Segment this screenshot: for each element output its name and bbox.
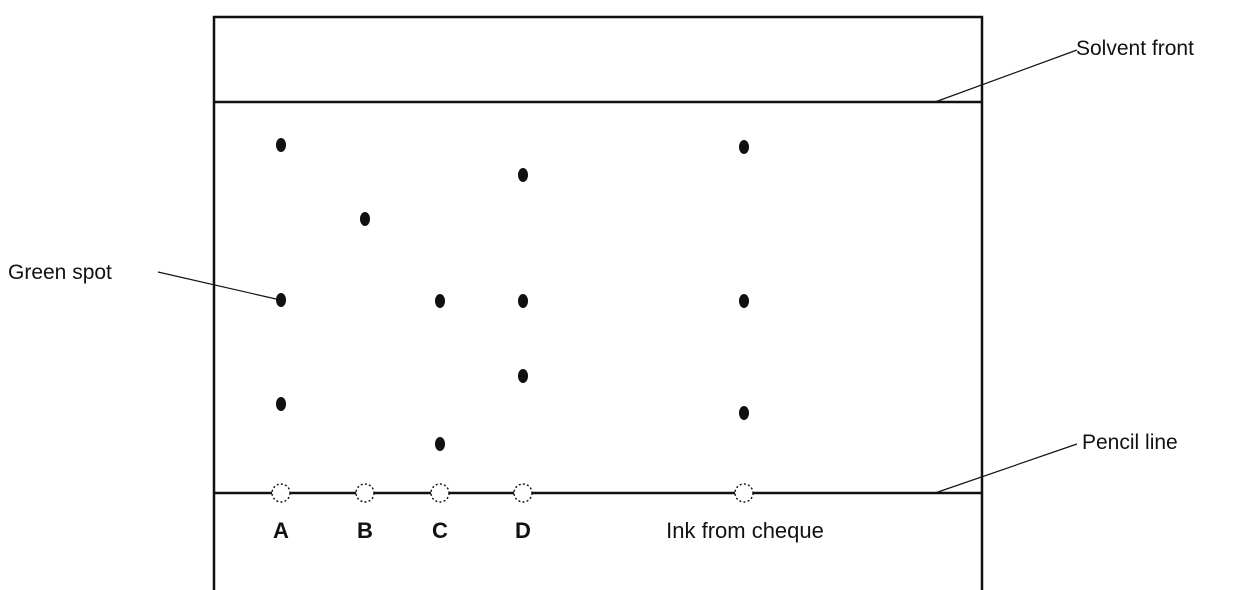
origin-ink	[734, 483, 754, 503]
lane-label-b: B	[357, 518, 373, 543]
origin-a	[271, 483, 291, 503]
spot-ink-3	[739, 406, 749, 420]
spot-ink-2	[739, 294, 749, 308]
chromatography-paper	[212, 15, 984, 590]
spot-a-3	[276, 397, 286, 411]
spot-c-1	[435, 294, 445, 308]
green-spot-label: Green spot	[8, 261, 112, 284]
solvent-front-leader	[934, 49, 1078, 103]
green-spot-leader	[157, 271, 277, 300]
pencil-line-leader	[934, 443, 1078, 494]
lane-label-a: A	[273, 518, 289, 543]
spot-a-1	[276, 138, 286, 152]
spot-d-2	[518, 294, 528, 308]
spot-ink-1	[739, 140, 749, 154]
pencil-line-label: Pencil line	[1082, 431, 1178, 454]
origin-d	[513, 483, 533, 503]
spot-d-3	[518, 369, 528, 383]
origin-c	[430, 483, 450, 503]
lane-label-ink: Ink from cheque	[666, 518, 824, 543]
spot-d-1	[518, 168, 528, 182]
spot-c-2	[435, 437, 445, 451]
lane-label-c: C	[432, 518, 448, 543]
spot-a-2	[276, 293, 286, 307]
lane-label-d: D	[515, 518, 531, 543]
spot-b-1	[360, 212, 370, 226]
solvent-front-label: Solvent front	[1076, 37, 1194, 60]
origin-b	[355, 483, 375, 503]
